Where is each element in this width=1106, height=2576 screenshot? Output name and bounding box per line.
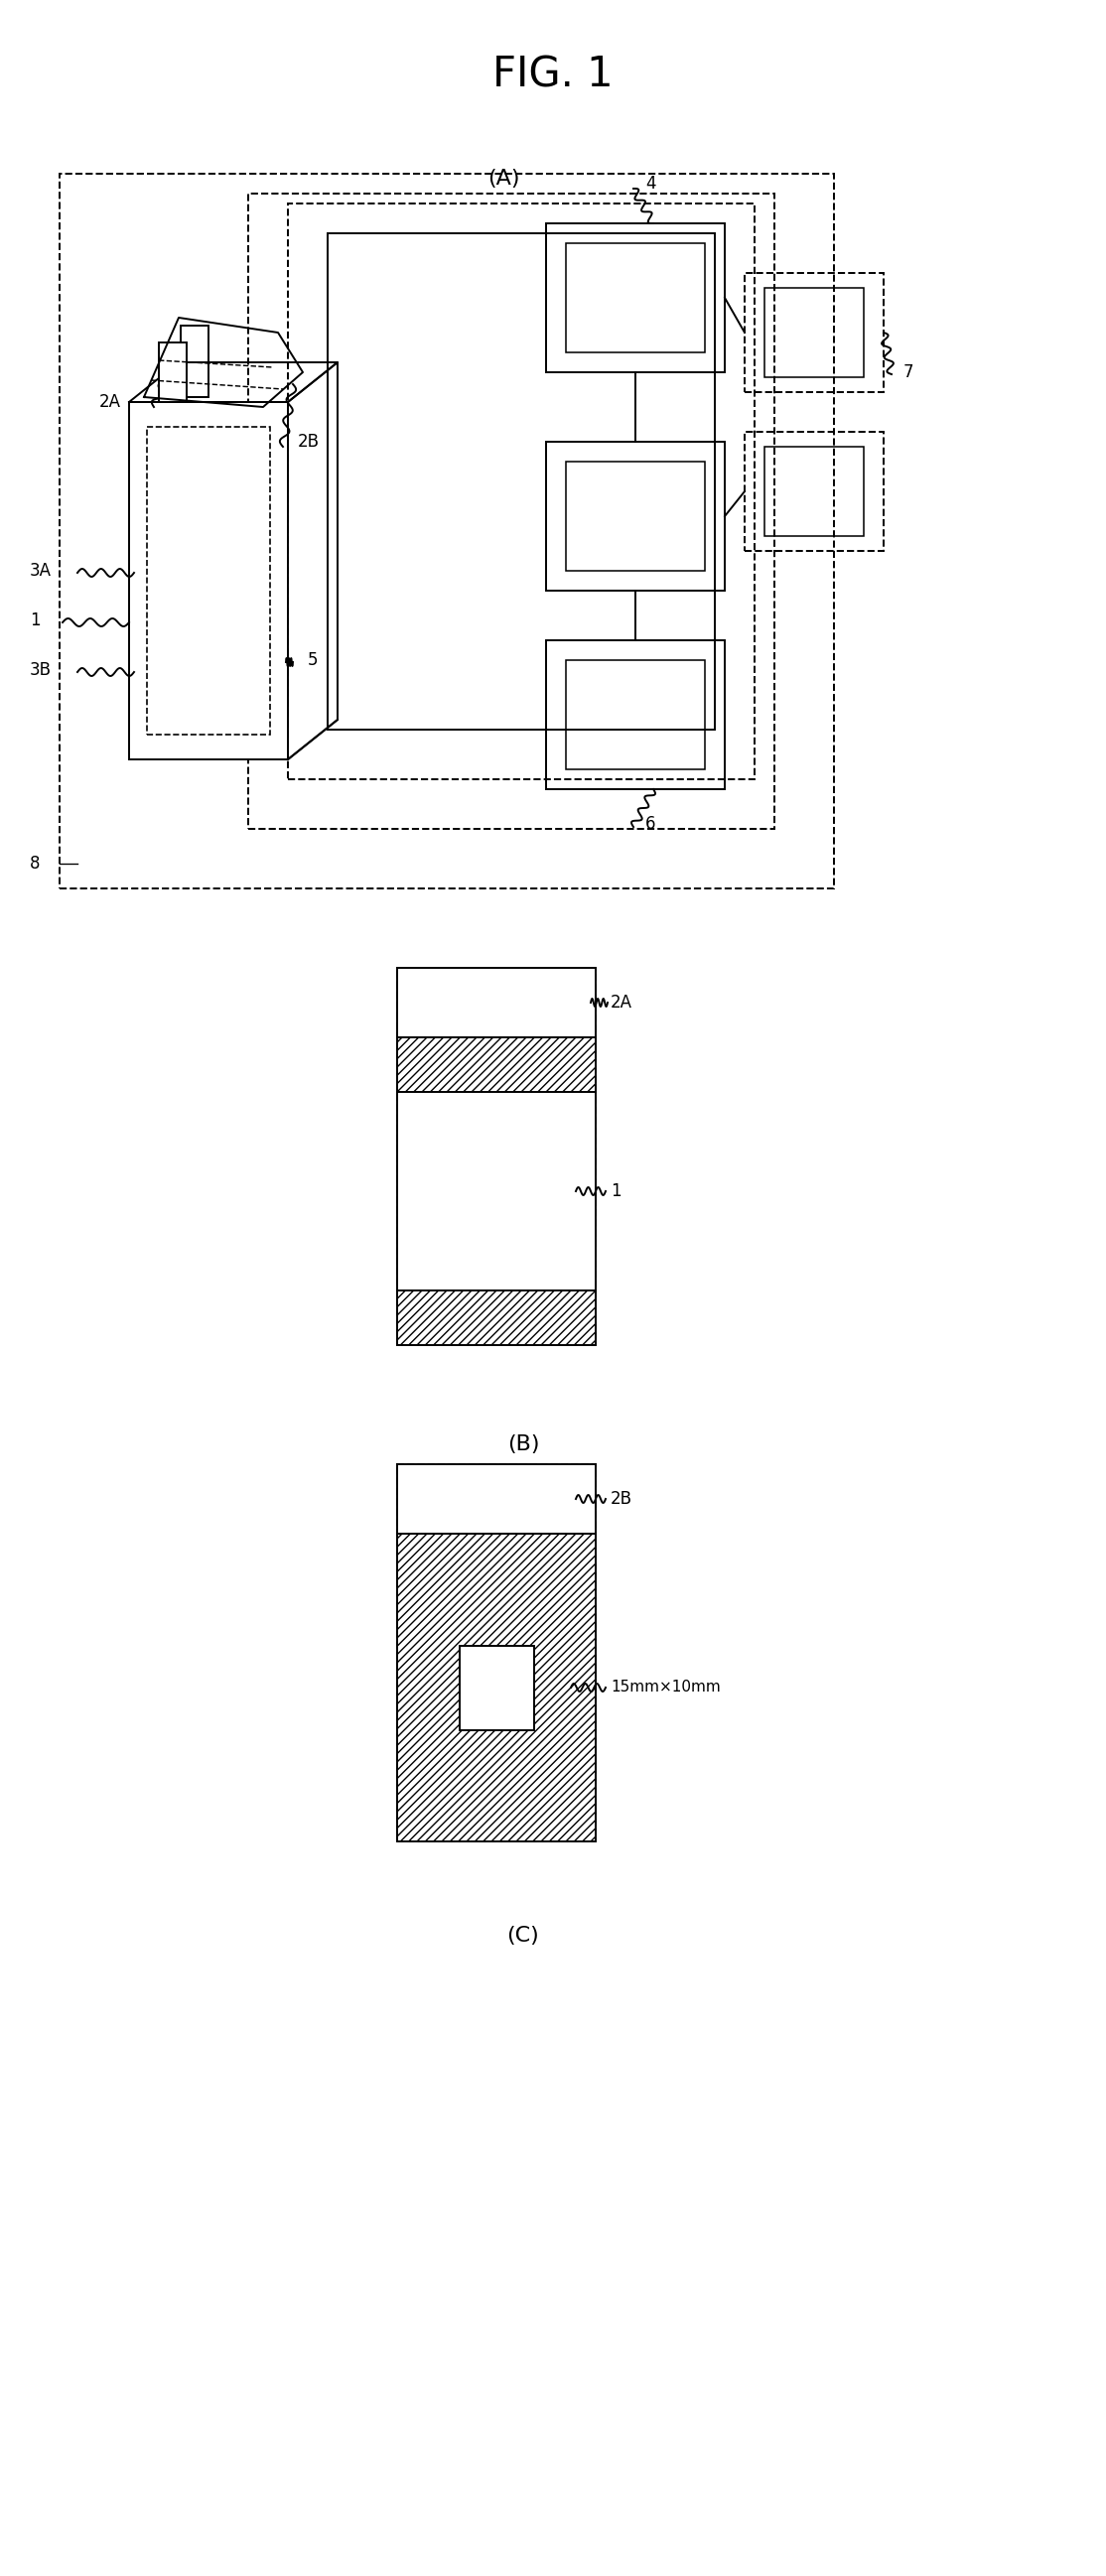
- Text: 15mm×10mm: 15mm×10mm: [611, 1680, 720, 1695]
- Text: 4: 4: [645, 175, 656, 193]
- Bar: [397, 969, 596, 1038]
- Bar: [147, 428, 270, 734]
- Bar: [397, 1038, 596, 1092]
- Bar: [327, 234, 714, 729]
- Bar: [764, 289, 864, 376]
- Text: (C): (C): [507, 1927, 540, 1945]
- Bar: [397, 1092, 596, 1291]
- Text: 6: 6: [645, 814, 656, 832]
- Bar: [248, 193, 774, 829]
- Bar: [288, 204, 754, 781]
- Text: (B): (B): [507, 1435, 540, 1455]
- Text: 2B: 2B: [611, 1489, 633, 1507]
- Bar: [60, 173, 834, 889]
- Bar: [546, 440, 724, 590]
- Text: FIG. 1: FIG. 1: [492, 54, 614, 95]
- Text: 1: 1: [611, 1182, 622, 1200]
- Bar: [180, 325, 209, 397]
- Text: 2A: 2A: [611, 994, 633, 1012]
- Bar: [159, 343, 187, 402]
- Bar: [546, 641, 724, 788]
- Text: 3A: 3A: [30, 562, 52, 580]
- Bar: [397, 1533, 596, 1842]
- Bar: [397, 969, 596, 1345]
- Bar: [566, 242, 705, 353]
- Bar: [566, 659, 705, 770]
- Bar: [546, 224, 724, 374]
- Bar: [129, 402, 288, 760]
- Text: 5: 5: [307, 652, 319, 670]
- Text: 8: 8: [30, 855, 40, 873]
- Bar: [397, 1463, 596, 1842]
- Bar: [397, 1291, 596, 1345]
- Text: 7: 7: [904, 363, 914, 381]
- Text: 2B: 2B: [298, 433, 320, 451]
- Bar: [397, 1463, 596, 1533]
- Bar: [744, 273, 884, 392]
- Text: 1: 1: [30, 611, 40, 629]
- Text: 3B: 3B: [30, 662, 52, 680]
- Bar: [459, 1646, 533, 1728]
- Text: 2A: 2A: [100, 394, 122, 412]
- Bar: [566, 461, 705, 572]
- Text: (A): (A): [488, 170, 520, 188]
- Bar: [764, 446, 864, 536]
- Bar: [744, 433, 884, 551]
